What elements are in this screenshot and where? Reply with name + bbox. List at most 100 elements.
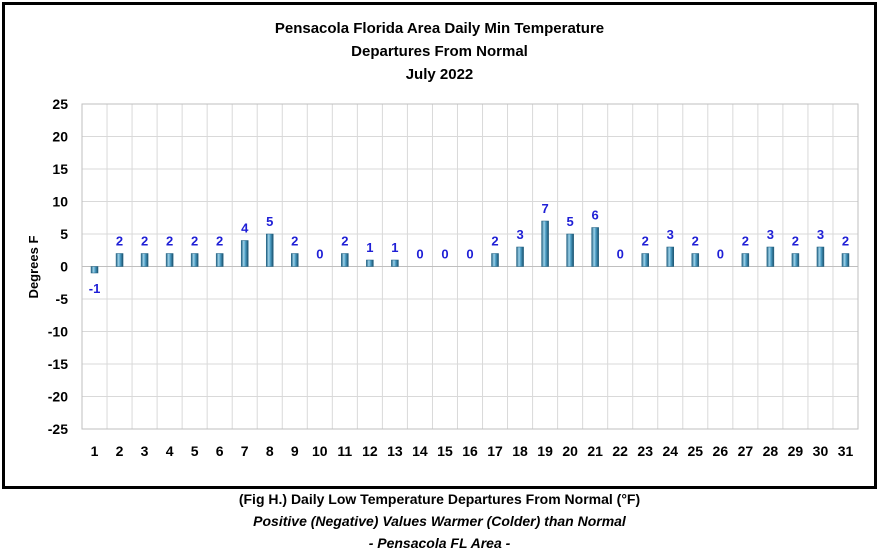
caption-line-1: (Fig H.) Daily Low Temperature Departure… <box>238 491 641 507</box>
x-tick-label: 15 <box>437 443 453 459</box>
data-label: 0 <box>416 247 423 262</box>
data-label: 5 <box>266 214 273 229</box>
bar-day-12 <box>366 259 374 267</box>
data-label: 0 <box>617 247 624 262</box>
bar-day-7 <box>240 240 249 267</box>
data-label: 2 <box>341 234 348 249</box>
chart-title-line-2: Departures From Normal <box>351 43 528 60</box>
x-tick-label: 2 <box>116 443 124 459</box>
y-tick-label: 10 <box>52 194 68 210</box>
caption-line-2: Positive (Negative) Values Warmer (Colde… <box>253 513 626 529</box>
data-label: 1 <box>391 240 398 255</box>
y-tick-label: -20 <box>48 389 68 405</box>
data-label: 0 <box>441 247 448 262</box>
data-labels: -1 2 2 2 2 2 4 5 2 0 2 1 1 0 0 0 2 3 7 5 6 0 2 3 2 0 2 3 2 3 2 <box>89 201 849 296</box>
data-label: 2 <box>191 234 198 249</box>
bar-day-4 <box>165 253 174 267</box>
data-label: 3 <box>767 227 774 242</box>
x-tick-label: 3 <box>141 443 149 459</box>
data-label: 0 <box>466 247 473 262</box>
data-label: 5 <box>567 214 574 229</box>
data-label: 4 <box>241 221 249 236</box>
y-tick-labels: 25 20 15 10 5 0 -5 -10 -15 -20 -25 <box>48 96 68 437</box>
x-tick-label: 23 <box>637 443 653 459</box>
bar-day-18 <box>516 246 524 267</box>
caption-line-3: - Pensacola FL Area - <box>368 535 511 551</box>
data-label: -1 <box>89 281 101 296</box>
x-tick-label: 5 <box>191 443 199 459</box>
x-tick-label: 16 <box>462 443 478 459</box>
axes <box>81 103 859 430</box>
data-label: 2 <box>742 234 749 249</box>
data-label: 3 <box>817 227 824 242</box>
chart-title-line-1: Pensacola Florida Area Daily Min Tempera… <box>274 20 605 37</box>
bar-day-28 <box>766 246 775 267</box>
y-tick-label: -5 <box>56 291 69 307</box>
x-tick-label: 18 <box>512 443 528 459</box>
x-tick-label: 9 <box>291 443 299 459</box>
x-tick-label: 14 <box>412 443 428 459</box>
x-tick-label: 11 <box>337 443 352 459</box>
x-tick-label: 8 <box>266 443 274 459</box>
bar-day-1 <box>90 266 99 274</box>
x-tick-label: 20 <box>562 443 578 459</box>
x-tick-label: 29 <box>788 443 804 459</box>
x-tick-label: 27 <box>738 443 754 459</box>
bars <box>90 220 850 274</box>
x-tick-label: 4 <box>166 443 174 459</box>
x-tick-label: 19 <box>537 443 553 459</box>
data-label: 2 <box>216 234 223 249</box>
x-tick-label: 21 <box>587 443 603 459</box>
data-label: 0 <box>316 247 323 262</box>
data-label: 2 <box>692 234 699 249</box>
data-label: 2 <box>792 234 799 249</box>
x-tick-label: 30 <box>813 443 829 459</box>
chart-frame <box>2 2 877 489</box>
bar-day-6 <box>215 253 224 267</box>
y-axis-label: Degrees F <box>26 236 41 299</box>
bar-day-5 <box>190 253 199 267</box>
data-label: 2 <box>141 234 148 249</box>
x-tick-label: 24 <box>662 443 678 459</box>
chart-title-line-3: July 2022 <box>405 66 474 83</box>
data-label: 6 <box>592 208 599 223</box>
bar-day-9 <box>291 253 299 267</box>
data-label: 2 <box>842 234 849 249</box>
x-tick-labels: 1 2 3 4 5 6 7 8 9 10 11 12 13 14 15 16 17 18 19 20 21 22 23 24 2… <box>91 443 854 459</box>
bar-day-2 <box>115 253 124 267</box>
data-label: 2 <box>166 234 173 249</box>
x-tick-label: 13 <box>387 443 403 459</box>
bar-day-11 <box>341 253 349 267</box>
y-tick-label: 0 <box>60 259 68 275</box>
x-tick-label: 28 <box>763 443 779 459</box>
data-label: 3 <box>516 227 523 242</box>
bar-day-23 <box>641 253 649 267</box>
x-tick-label: 31 <box>838 443 854 459</box>
y-tick-label: 5 <box>60 226 68 242</box>
data-label: 2 <box>642 234 649 249</box>
y-tick-label: -25 <box>48 421 68 437</box>
y-tick-label: 15 <box>52 161 68 177</box>
data-label: 2 <box>491 234 498 249</box>
y-tick-label: -15 <box>48 356 68 372</box>
data-label: 2 <box>116 234 123 249</box>
x-tick-label: 17 <box>487 443 503 459</box>
y-tick-label: 25 <box>52 96 68 112</box>
x-tick-label: 12 <box>362 443 378 459</box>
bar-day-25 <box>691 253 700 267</box>
x-tick-label: 6 <box>216 443 224 459</box>
bar-day-27 <box>741 253 750 267</box>
x-tick-label: 1 <box>91 443 99 459</box>
bar-day-21 <box>591 227 599 267</box>
data-label: 2 <box>291 234 298 249</box>
data-label: 7 <box>541 201 548 216</box>
x-tick-label: 22 <box>612 443 628 459</box>
bar-day-31 <box>841 253 850 267</box>
data-label: 3 <box>667 227 674 242</box>
data-label: 0 <box>717 247 724 262</box>
data-label: 1 <box>366 240 373 255</box>
bar-day-19 <box>541 220 549 267</box>
x-tick-label: 10 <box>312 443 328 459</box>
bar-day-29 <box>791 253 800 267</box>
